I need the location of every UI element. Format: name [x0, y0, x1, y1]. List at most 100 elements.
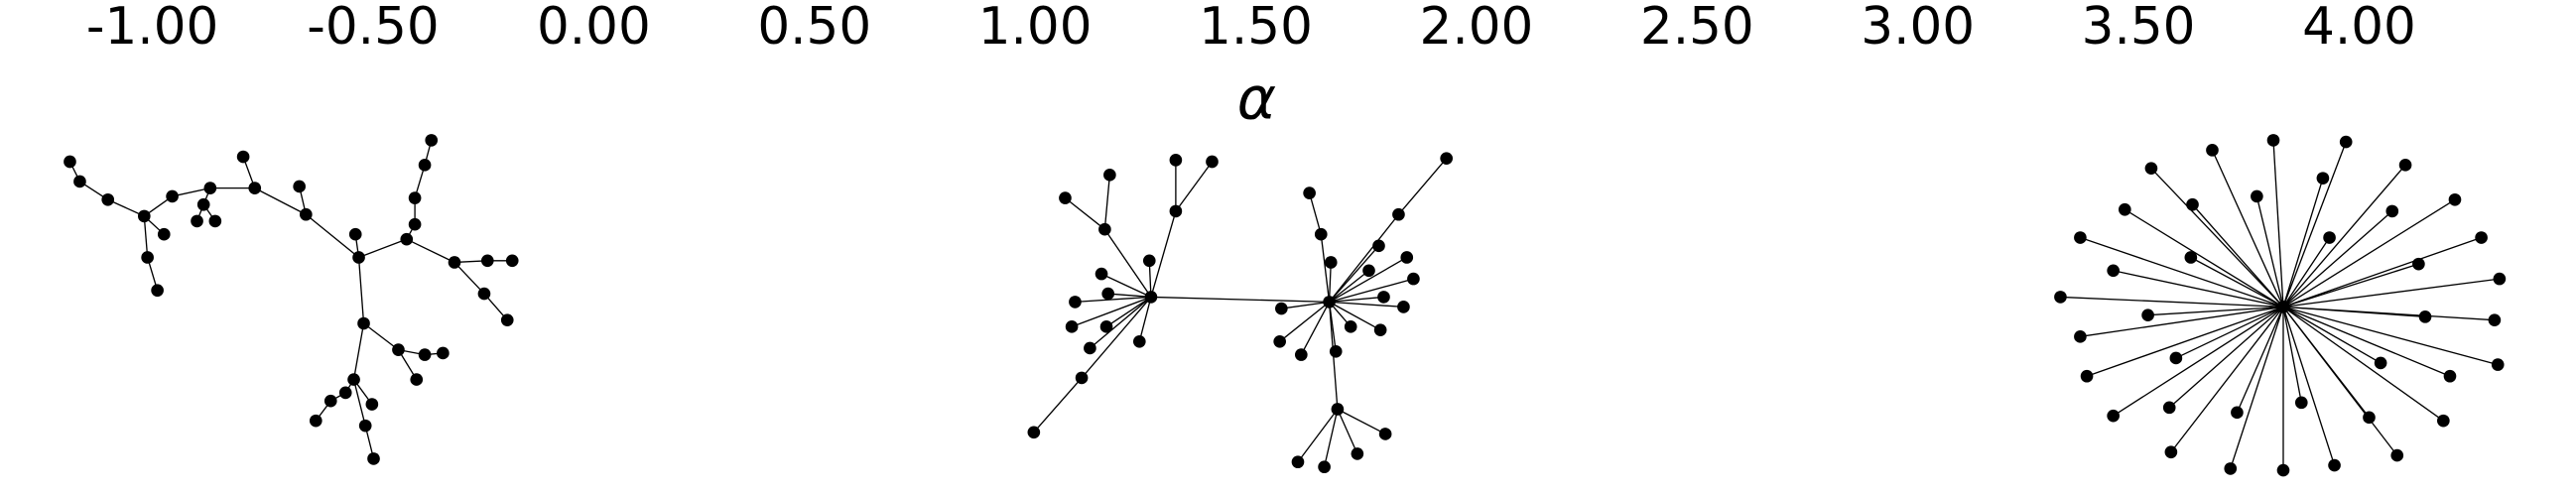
- edge: [2282, 306, 2398, 456]
- node: [1400, 251, 1414, 264]
- edge: [2080, 236, 2284, 309]
- edge: [2282, 164, 2406, 308]
- node: [1373, 323, 1387, 336]
- node: [2475, 231, 2488, 244]
- node: [480, 254, 494, 268]
- edge: [1329, 278, 1414, 304]
- edge: [1103, 175, 1111, 230]
- node: [1378, 428, 1392, 440]
- edge: [2086, 306, 2284, 377]
- node: [2385, 204, 2399, 218]
- x-tick-label: 1.00: [978, 0, 1093, 57]
- node: [166, 189, 179, 203]
- node: [2276, 301, 2290, 313]
- node: [500, 313, 514, 327]
- edge: [172, 186, 210, 197]
- edge: [2147, 306, 2284, 316]
- node: [293, 180, 306, 193]
- edge: [406, 238, 455, 264]
- node: [418, 159, 432, 172]
- node: [2169, 351, 2183, 365]
- node: [2418, 310, 2432, 323]
- node: [2184, 251, 2198, 264]
- node: [1324, 256, 1338, 269]
- node: [367, 452, 380, 465]
- edge: [357, 257, 365, 324]
- node: [1144, 291, 1158, 304]
- node: [2328, 458, 2341, 472]
- edge: [2282, 307, 2336, 466]
- node: [2144, 162, 2158, 175]
- edge: [2282, 141, 2347, 308]
- edge: [1100, 273, 1152, 299]
- node: [1392, 207, 1405, 221]
- node: [1095, 267, 1108, 281]
- edge: [1397, 158, 1448, 215]
- node: [348, 227, 362, 241]
- node: [2054, 291, 2067, 304]
- edge: [1329, 245, 1379, 303]
- edge: [1081, 296, 1152, 379]
- node: [1103, 168, 1116, 182]
- node: [1169, 204, 1183, 218]
- node: [151, 284, 164, 298]
- node: [2294, 396, 2308, 410]
- edge: [254, 187, 307, 215]
- node: [101, 192, 115, 206]
- node: [410, 373, 424, 386]
- node: [1069, 296, 1082, 309]
- edge: [2230, 307, 2284, 469]
- node: [1314, 227, 1328, 241]
- node: [1099, 320, 1113, 333]
- node: [2206, 144, 2219, 157]
- edge: [1328, 262, 1332, 303]
- node: [1132, 334, 1146, 348]
- node: [1440, 152, 1454, 166]
- node: [2491, 358, 2505, 371]
- x-tick-label: 0.50: [757, 0, 871, 57]
- node: [191, 214, 203, 228]
- edge: [2282, 306, 2495, 321]
- node: [64, 155, 76, 169]
- node: [2448, 192, 2462, 206]
- node: [352, 251, 365, 264]
- x-tick-label: 2.00: [1420, 0, 1534, 57]
- node: [2164, 445, 2178, 459]
- edge: [1075, 296, 1151, 304]
- node: [1291, 455, 1305, 469]
- node: [73, 175, 86, 188]
- edge: [1150, 296, 1330, 304]
- node: [1101, 287, 1115, 301]
- edge: [2282, 198, 2456, 308]
- node: [2363, 411, 2376, 425]
- edge: [2190, 256, 2284, 308]
- node: [338, 386, 352, 400]
- node: [2186, 197, 2199, 211]
- edge: [1279, 301, 1330, 342]
- edge: [2124, 208, 2284, 308]
- edge: [2080, 306, 2284, 337]
- edge: [2282, 178, 2324, 308]
- edge: [2272, 140, 2284, 308]
- edge: [1175, 161, 1214, 212]
- edge: [1065, 197, 1105, 230]
- edge: [1281, 301, 1330, 309]
- graphs: [64, 134, 2507, 477]
- node: [2074, 231, 2087, 244]
- edge: [2282, 306, 2451, 377]
- node: [1142, 254, 1156, 268]
- x-tick-label: 3.00: [1861, 0, 1975, 57]
- edge: [2282, 237, 2331, 308]
- node: [2224, 462, 2238, 475]
- edge: [352, 379, 366, 427]
- edge: [107, 198, 145, 217]
- edge: [2113, 306, 2284, 417]
- node: [1318, 460, 1331, 474]
- node: [2339, 135, 2353, 149]
- edge: [1329, 256, 1408, 303]
- node: [1362, 264, 1375, 278]
- edge: [1329, 301, 1404, 309]
- edge: [358, 238, 408, 259]
- node: [196, 197, 210, 211]
